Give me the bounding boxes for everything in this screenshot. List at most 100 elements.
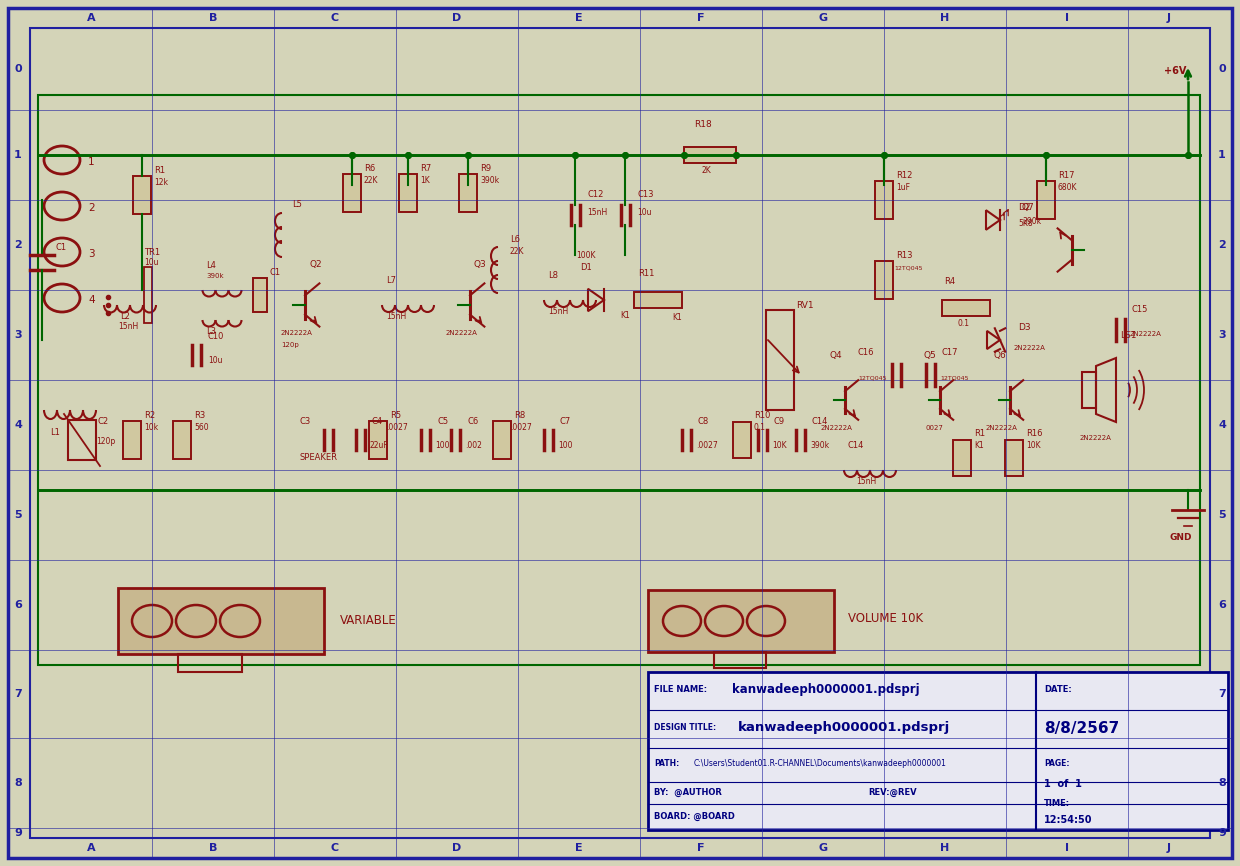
Text: LS1: LS1	[1120, 331, 1137, 340]
Text: H: H	[940, 843, 950, 853]
Bar	[174, 421, 191, 459]
Text: L8: L8	[548, 271, 558, 280]
Text: C:\Users\Student01.R-CHANNEL\Documents\kanwadeeph0000001: C:\Users\Student01.R-CHANNEL\Documents\k…	[694, 759, 947, 768]
Text: 15nH: 15nH	[548, 307, 568, 316]
Text: kanwadeeph0000001.pdsprj: kanwadeeph0000001.pdsprj	[732, 683, 920, 696]
Ellipse shape	[43, 192, 81, 220]
Text: 4: 4	[1218, 420, 1226, 430]
Text: 10u: 10u	[208, 356, 222, 365]
Ellipse shape	[663, 606, 701, 636]
Text: C17: C17	[942, 348, 959, 357]
Text: 2N2222A: 2N2222A	[446, 330, 477, 336]
Text: K1: K1	[620, 311, 630, 320]
Text: 680K: 680K	[1058, 183, 1078, 192]
Text: R10: R10	[754, 411, 770, 420]
Text: 6: 6	[14, 600, 22, 610]
Bar	[649, 590, 835, 652]
Text: 120p: 120p	[281, 342, 299, 348]
Text: 100: 100	[558, 441, 573, 450]
Text: 12TQ045: 12TQ045	[858, 375, 887, 380]
Text: 100: 100	[435, 441, 449, 450]
Text: H: H	[940, 13, 950, 23]
Text: 7: 7	[1218, 689, 1226, 699]
Bar	[133, 176, 151, 214]
Text: C3: C3	[300, 417, 311, 426]
Text: 100K: 100K	[577, 251, 595, 260]
Bar	[714, 652, 766, 668]
Text: 10u: 10u	[637, 208, 651, 217]
Text: 12:54:50: 12:54:50	[1044, 815, 1092, 825]
Text: 15nH: 15nH	[386, 312, 407, 321]
Text: C5: C5	[436, 417, 448, 426]
Text: L4: L4	[206, 261, 216, 270]
Ellipse shape	[43, 238, 81, 266]
Bar	[144, 267, 153, 323]
Text: 7: 7	[14, 689, 22, 699]
Text: R5: R5	[391, 411, 401, 420]
Text: 2K: 2K	[702, 166, 712, 175]
Text: C10: C10	[208, 332, 224, 341]
Text: 4: 4	[88, 295, 94, 305]
Bar	[123, 421, 141, 459]
Text: 8: 8	[14, 778, 22, 788]
Text: E: E	[575, 843, 583, 853]
Text: 2: 2	[88, 203, 94, 213]
Bar	[649, 672, 1228, 830]
Text: R4: R4	[944, 277, 955, 286]
Text: 15nH: 15nH	[856, 477, 877, 486]
Text: C8: C8	[698, 417, 709, 426]
Ellipse shape	[706, 606, 743, 636]
Text: 22K: 22K	[365, 176, 378, 185]
Text: 1: 1	[1218, 150, 1226, 160]
Bar	[942, 300, 990, 316]
Text: C14: C14	[848, 441, 864, 450]
Text: Q4: Q4	[830, 351, 842, 360]
Text: 12k: 12k	[154, 178, 167, 187]
Bar	[179, 654, 242, 672]
Text: R16: R16	[1025, 429, 1043, 438]
Text: R17: R17	[1058, 171, 1075, 180]
Text: L6: L6	[510, 235, 520, 244]
Bar	[253, 278, 267, 312]
Bar	[766, 310, 794, 410]
Text: BY:  @AUTHOR: BY: @AUTHOR	[653, 787, 722, 797]
Text: D: D	[453, 13, 461, 23]
Text: .0027: .0027	[696, 441, 718, 450]
Text: 2N2222A: 2N2222A	[1080, 435, 1112, 441]
Text: C2: C2	[98, 417, 109, 426]
Text: 0.1: 0.1	[959, 319, 970, 328]
Text: F: F	[697, 13, 704, 23]
Text: R11: R11	[639, 269, 655, 278]
Ellipse shape	[43, 146, 81, 174]
Text: 0: 0	[1218, 64, 1226, 74]
Text: C6: C6	[467, 417, 479, 426]
Text: 120p: 120p	[95, 437, 115, 446]
Text: 2N2222A: 2N2222A	[1014, 345, 1045, 351]
Text: D3: D3	[1018, 323, 1030, 332]
Text: 5: 5	[1218, 510, 1226, 520]
Ellipse shape	[219, 605, 260, 637]
Bar	[1083, 372, 1096, 408]
Text: J: J	[1167, 13, 1171, 23]
Text: VOLUME 10K: VOLUME 10K	[848, 612, 923, 625]
Bar	[684, 147, 737, 163]
Text: 10K: 10K	[1025, 441, 1040, 450]
Text: B: B	[208, 843, 217, 853]
Text: 390k: 390k	[810, 441, 830, 450]
Text: D2: D2	[1018, 203, 1030, 212]
Text: SPEAKER: SPEAKER	[300, 453, 339, 462]
Text: 3: 3	[88, 249, 94, 259]
Text: Q2: Q2	[309, 260, 321, 269]
Text: 5K8: 5K8	[1018, 219, 1033, 228]
Text: 2N2222A: 2N2222A	[986, 425, 1018, 431]
Text: 9: 9	[1218, 828, 1226, 838]
Text: C9: C9	[774, 417, 785, 426]
Text: 3: 3	[1218, 330, 1226, 340]
Text: C7: C7	[560, 417, 572, 426]
Ellipse shape	[43, 284, 81, 312]
Text: J: J	[1167, 843, 1171, 853]
Text: .0027: .0027	[510, 423, 532, 432]
Bar	[954, 440, 971, 476]
Text: R2: R2	[144, 411, 155, 420]
Text: 15nH: 15nH	[587, 208, 608, 217]
